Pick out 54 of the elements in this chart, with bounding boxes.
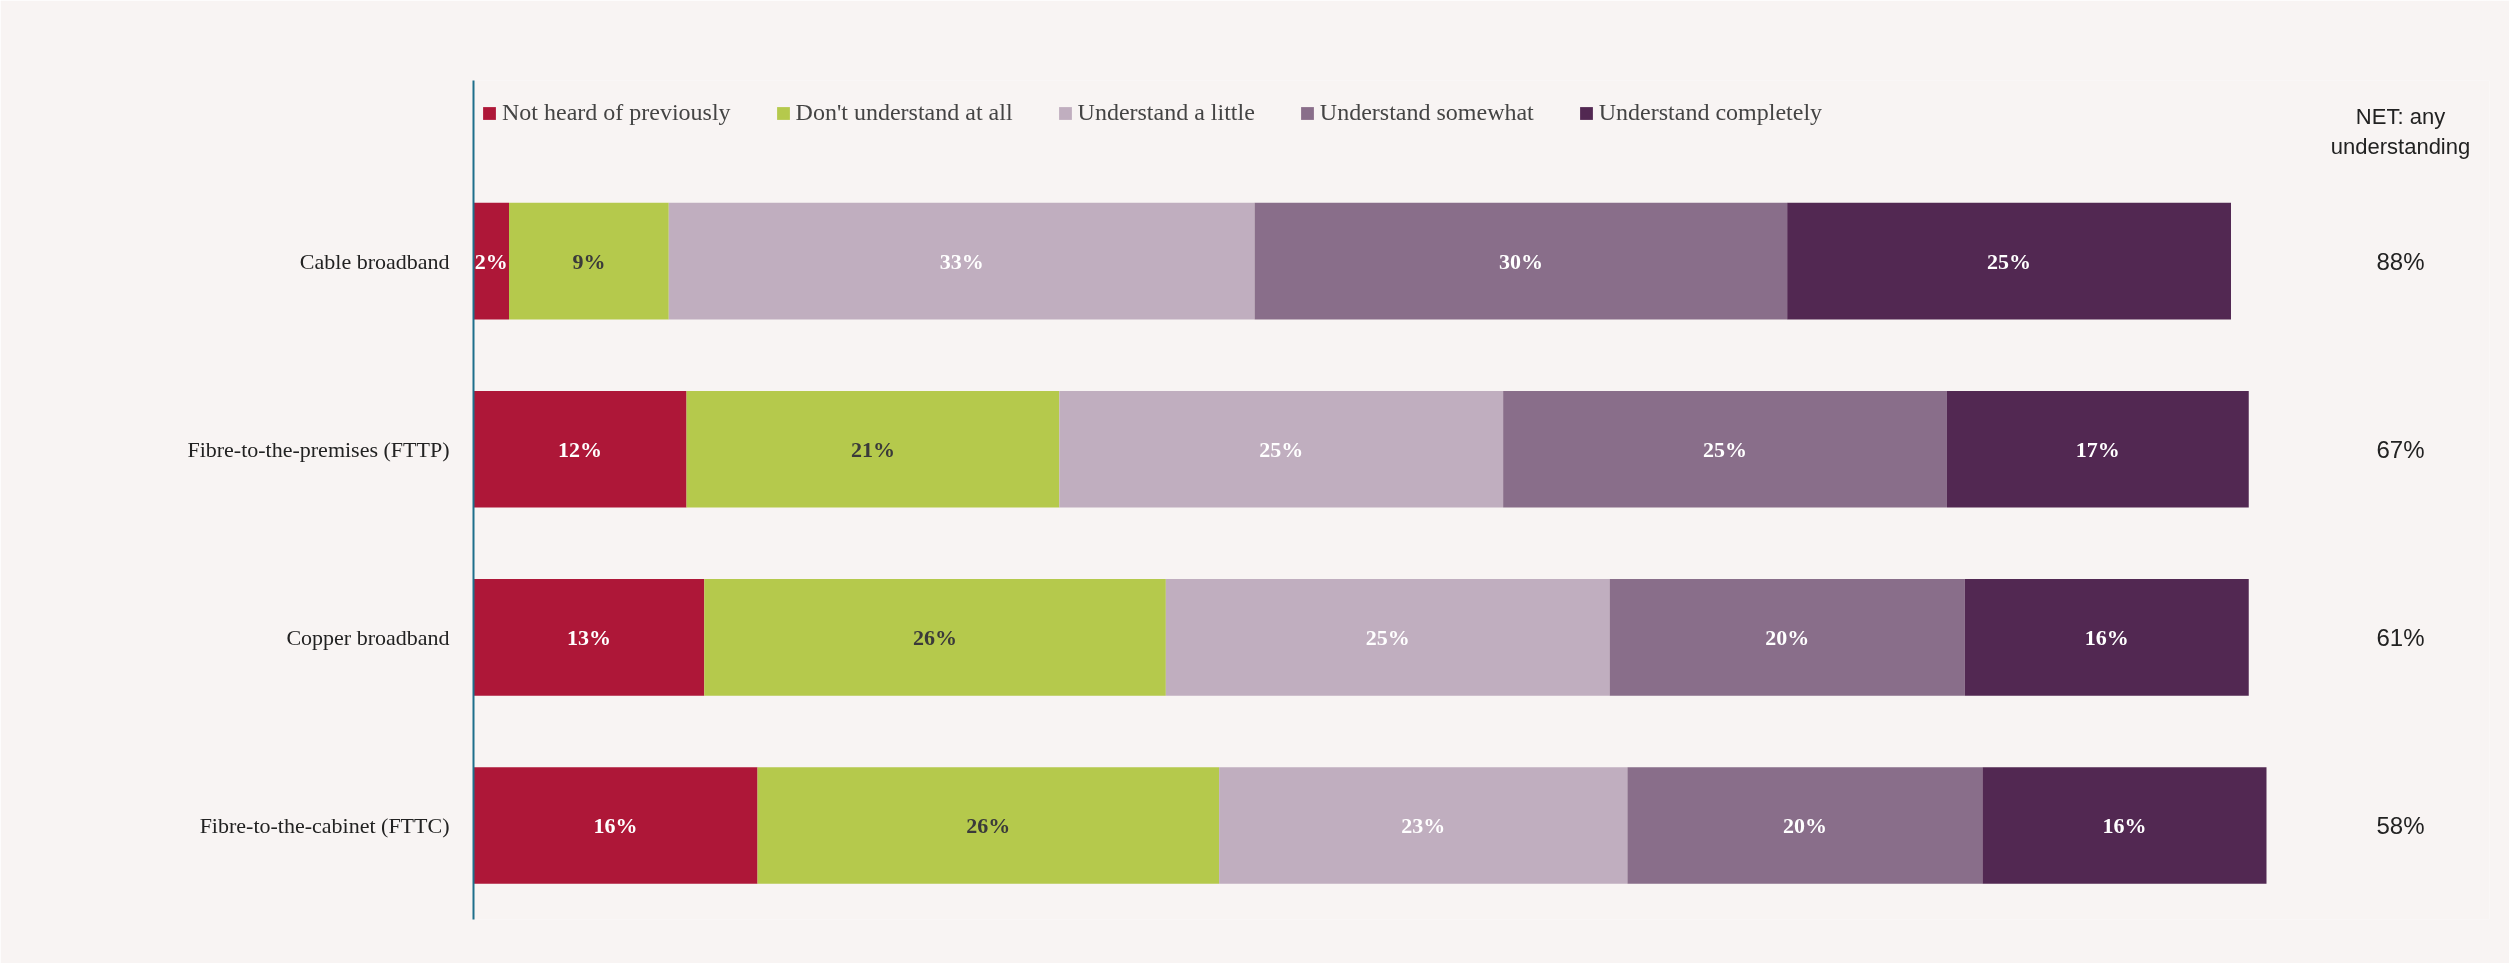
bar	[1165, 579, 1610, 696]
data-label: 13%	[566, 624, 611, 650]
legend-label: Not heard of previously	[502, 99, 731, 126]
data-label: 16%	[2102, 812, 2147, 838]
data-label: 25%	[1703, 436, 1748, 462]
bar	[1627, 767, 1983, 884]
bar	[1059, 390, 1504, 508]
legend-label: Don't understand at all	[795, 99, 1013, 126]
bar	[1503, 390, 1947, 508]
bar	[1219, 767, 1628, 884]
text: 88%	[2376, 247, 2425, 275]
bar	[509, 202, 669, 320]
legend-label: Understand a little	[1077, 99, 1255, 126]
data-label: 2%	[474, 248, 508, 274]
bar	[1982, 767, 2267, 884]
data-label: 30%	[1498, 248, 1543, 274]
legend-label: Understand completely	[1598, 99, 1823, 126]
data-label: 12%	[558, 436, 603, 462]
bar	[686, 390, 1060, 508]
y-tick-label: Copper broadband	[286, 624, 450, 650]
text: 67%	[2376, 435, 2425, 463]
bar	[757, 767, 1220, 884]
text: 61%	[2376, 623, 2425, 651]
bar	[668, 202, 1255, 320]
bar	[1609, 579, 1965, 696]
bar	[1964, 579, 2249, 696]
legend-label: Understand somewhat	[1319, 99, 1534, 126]
data-label: 26%	[966, 812, 1011, 838]
y-tick-label: Fibre-to-the-cabinet (FTTC)	[199, 812, 450, 838]
bar	[473, 202, 509, 320]
text: NET: any understanding	[2330, 104, 2471, 160]
bar	[473, 767, 758, 884]
data-label: 23%	[1401, 812, 1446, 838]
bar	[704, 579, 1166, 696]
data-label: 9%	[572, 248, 606, 274]
bar	[1946, 390, 2249, 508]
data-label: 25%	[1987, 248, 2032, 274]
bar	[473, 579, 705, 696]
data-label: 16%	[2084, 624, 2129, 650]
text: 58%	[2376, 811, 2425, 839]
data-label: 25%	[1365, 624, 1410, 650]
bar	[1254, 202, 1788, 320]
bar	[1787, 202, 2231, 320]
data-label: 17%	[2075, 436, 2120, 462]
data-label: 25%	[1259, 436, 1304, 462]
data-label: 20%	[1765, 624, 1810, 650]
y-tick-label: Cable broadband	[299, 248, 450, 274]
data-label: 21%	[850, 436, 895, 462]
y-tick-label: Fibre-to-the-premises (FTTP)	[187, 436, 450, 462]
data-label: 20%	[1782, 812, 1827, 838]
data-label: 33%	[939, 248, 984, 274]
bar	[473, 390, 687, 508]
data-label: 16%	[593, 812, 638, 838]
data-label: 26%	[913, 624, 958, 650]
